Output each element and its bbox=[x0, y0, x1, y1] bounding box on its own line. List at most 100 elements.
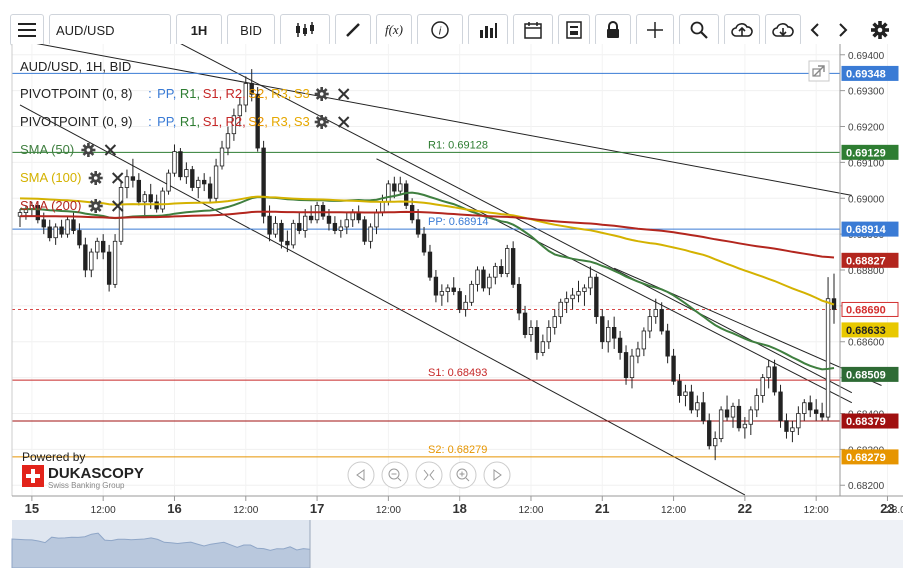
fit-icon[interactable] bbox=[415, 461, 443, 489]
pivot-badge bbox=[841, 65, 899, 81]
gear-icon[interactable] bbox=[81, 143, 96, 157]
nav-circle bbox=[347, 461, 375, 489]
report-icon[interactable] bbox=[558, 14, 590, 46]
candle-down bbox=[202, 179, 207, 185]
nav-glyph bbox=[423, 469, 435, 481]
timeframe-button[interactable]: 1H bbox=[176, 14, 222, 46]
nav-circle bbox=[415, 461, 443, 489]
gear-icon[interactable] bbox=[314, 115, 329, 129]
pivot-label: PP: 0.68914 bbox=[428, 216, 489, 228]
chart-area[interactable]: R1: 0.69128 PP: 0.68914 S1: 0.68493 S2: 0.6… bbox=[0, 39, 903, 569]
candle-up bbox=[273, 222, 278, 235]
x-tick-label: 21 bbox=[595, 501, 609, 516]
candle-down bbox=[421, 233, 427, 253]
candle-up bbox=[742, 423, 748, 429]
nav-glyph bbox=[397, 477, 402, 482]
candle-down bbox=[136, 179, 142, 203]
gear-hole bbox=[93, 176, 98, 180]
candle-up bbox=[766, 366, 771, 379]
fx-icon[interactable]: f(x) bbox=[376, 14, 412, 46]
candle-up bbox=[213, 165, 219, 199]
close-icon[interactable] bbox=[337, 88, 350, 100]
candle-up bbox=[124, 176, 130, 188]
candle-up bbox=[303, 215, 308, 231]
price-badge-text: 0.68690 bbox=[846, 304, 886, 316]
nav-right-icon[interactable] bbox=[483, 461, 511, 489]
x-tick-label: 18 bbox=[452, 501, 466, 516]
gear-icon[interactable] bbox=[88, 171, 103, 185]
expand-icon[interactable] bbox=[808, 60, 830, 82]
candle-down bbox=[356, 212, 361, 221]
close-icon[interactable] bbox=[111, 200, 124, 212]
candle-down bbox=[594, 276, 599, 318]
zoom-out-icon[interactable] bbox=[381, 461, 409, 489]
volume-icon[interactable] bbox=[468, 14, 508, 46]
lock-icon[interactable] bbox=[595, 14, 631, 46]
gear-icon[interactable] bbox=[88, 199, 103, 213]
candle-up bbox=[754, 395, 759, 411]
candle-up bbox=[445, 287, 450, 292]
gear-icon[interactable] bbox=[314, 87, 329, 101]
pivot-level-label: R1, bbox=[180, 114, 200, 129]
nav-left-icon[interactable] bbox=[347, 461, 375, 489]
candles-icon[interactable] bbox=[280, 14, 330, 46]
next-icon[interactable] bbox=[830, 14, 856, 46]
pivot-badge bbox=[841, 144, 899, 160]
cloud-upload-icon[interactable] bbox=[724, 14, 760, 46]
candle-down bbox=[808, 402, 813, 411]
pivot-badge-text: 0.69348 bbox=[846, 68, 886, 80]
price-chart[interactable]: R1: 0.69128 PP: 0.68914 S1: 0.68493 S2: 0.6… bbox=[0, 39, 903, 569]
close-icon[interactable] bbox=[111, 172, 124, 184]
pivot-level-label: R2, bbox=[226, 86, 246, 101]
x-tick-label: 12:00 bbox=[804, 505, 829, 516]
navigator[interactable] bbox=[11, 520, 903, 569]
pivot-level-label: S2, bbox=[248, 86, 268, 101]
candle-up bbox=[629, 355, 635, 379]
candle-down bbox=[522, 312, 528, 335]
settings-icon[interactable] bbox=[866, 14, 894, 46]
indicator-name: PIVOTPOINT (0, 9) bbox=[20, 114, 132, 129]
y-tick-label: 0.69100 bbox=[848, 158, 885, 169]
candle-up bbox=[635, 348, 641, 357]
zoom-icon[interactable] bbox=[679, 14, 719, 46]
candle-up bbox=[160, 190, 165, 210]
candle-down bbox=[534, 326, 540, 353]
close-icon[interactable] bbox=[104, 144, 117, 156]
nav-glyph bbox=[493, 469, 502, 481]
pivot-badge-text: 0.69129 bbox=[846, 147, 886, 159]
symbol-select[interactable]: AUD/USD bbox=[49, 14, 171, 46]
candle-up bbox=[231, 115, 237, 135]
candle-up bbox=[89, 251, 94, 271]
candle-down bbox=[101, 240, 106, 253]
indicator-name: SMA (200) bbox=[20, 198, 81, 213]
close-icon[interactable] bbox=[337, 116, 350, 128]
candle-down bbox=[736, 405, 742, 429]
cloud-download-icon[interactable] bbox=[765, 14, 801, 46]
candle-up bbox=[712, 438, 718, 447]
candle-up bbox=[368, 226, 373, 242]
symbol-label: AUD/USD bbox=[56, 22, 115, 38]
candle-down bbox=[207, 183, 213, 199]
pivot-level-label: R3, bbox=[271, 86, 291, 101]
candle-up bbox=[802, 402, 807, 414]
info-icon[interactable]: i bbox=[417, 14, 463, 46]
svg-text:i: i bbox=[439, 26, 442, 38]
draw-icon[interactable] bbox=[335, 14, 371, 46]
candle-down bbox=[457, 291, 462, 310]
zoom-in-icon[interactable] bbox=[449, 461, 477, 489]
price-badge-text: 0.68509 bbox=[846, 369, 886, 381]
price-badge bbox=[841, 252, 899, 268]
y-tick-label: 0.69300 bbox=[848, 87, 885, 98]
prev-icon[interactable] bbox=[802, 14, 828, 46]
price-side-button[interactable]: BID bbox=[227, 14, 275, 46]
candle-down bbox=[611, 326, 617, 339]
candle-up bbox=[695, 402, 700, 411]
calendar-icon[interactable] bbox=[513, 14, 553, 46]
crosshair-icon[interactable] bbox=[636, 14, 674, 46]
candle-down bbox=[617, 337, 623, 353]
pivot-badge-text: 0.68379 bbox=[846, 416, 886, 428]
menu-icon[interactable] bbox=[10, 14, 44, 46]
candle-down bbox=[320, 205, 326, 217]
candle-up bbox=[493, 266, 498, 278]
nav-glyph bbox=[356, 469, 365, 481]
